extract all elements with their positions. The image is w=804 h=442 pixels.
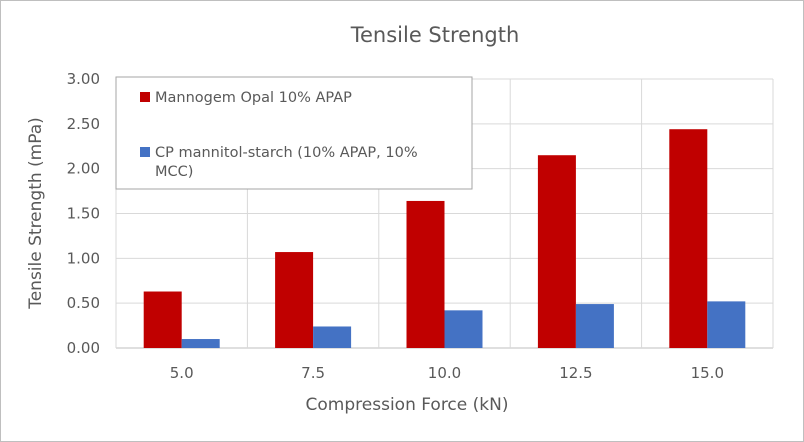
- x-tick-label: 7.5: [301, 364, 325, 382]
- y-tick-label: 2.00: [67, 160, 100, 178]
- x-tick-label: 15.0: [691, 364, 724, 382]
- legend-label-line-2: MCC): [155, 164, 193, 180]
- x-tick-label: 5.0: [170, 364, 194, 382]
- bars: [143, 129, 746, 348]
- y-tick-label: 0.50: [67, 294, 100, 312]
- bar-mannogem-opal: [275, 252, 314, 348]
- legend-label-cp-mannitol-starch: CP mannitol-starch (10% APAP, 10% MCC): [155, 145, 422, 180]
- y-tick-label: 0.00: [67, 339, 100, 357]
- legend-swatch-cp-mannitol-starch: [140, 147, 150, 157]
- legend: Mannogem Opal 10% APAP CP mannitol-starc…: [115, 76, 473, 190]
- legend-label-line-1: CP mannitol-starch (10% APAP, 10%: [155, 145, 418, 161]
- chart-title: Tensile Strength: [350, 23, 520, 47]
- y-axis-title: Tensile Strength (mPa): [26, 117, 46, 310]
- x-tick-labels: 5.0 7.5 10.0 12.5 15.0: [170, 364, 724, 382]
- bar-cp-mannitol-starch: [444, 310, 483, 348]
- legend-label-mannogem: Mannogem Opal 10% APAP: [155, 90, 352, 106]
- bar-cp-mannitol-starch: [313, 326, 352, 348]
- y-tick-label: 2.50: [67, 115, 100, 133]
- y-tick-label: 1.00: [67, 249, 100, 267]
- x-axis-title: Compression Force (kN): [306, 395, 509, 415]
- bar-mannogem-opal: [406, 200, 445, 348]
- bar-mannogem-opal: [143, 291, 182, 348]
- bar-mannogem-opal: [537, 155, 576, 348]
- x-tick-label: 12.5: [559, 364, 592, 382]
- y-tick-labels: 0.00 0.50 1.00 1.50 2.00 2.50 3.00: [67, 70, 100, 357]
- legend-box: [115, 76, 473, 190]
- y-tick-label: 1.50: [67, 205, 100, 223]
- legend-swatch-mannogem: [140, 92, 150, 102]
- bar-cp-mannitol-starch: [575, 304, 614, 348]
- bar-cp-mannitol-starch: [707, 301, 746, 348]
- bar-cp-mannitol-starch: [181, 339, 220, 348]
- bar-mannogem-opal: [669, 129, 708, 348]
- x-tick-label: 10.0: [428, 364, 461, 382]
- y-tick-label: 3.00: [67, 70, 100, 88]
